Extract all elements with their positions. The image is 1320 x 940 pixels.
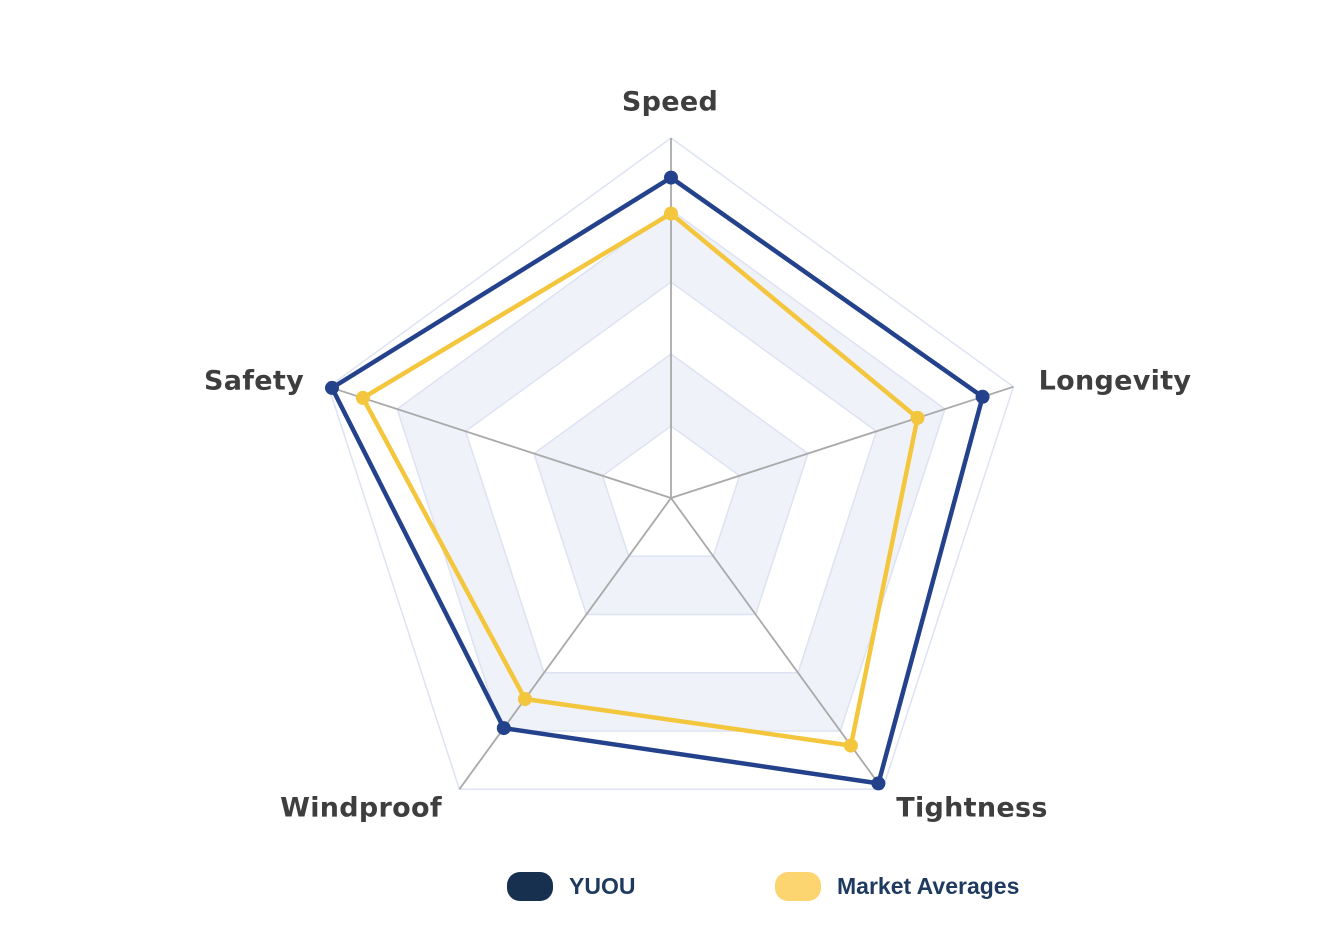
axis-label-windproof: Windproof [280, 792, 442, 824]
series-0-point-speed [664, 170, 678, 185]
series-1-point-speed [664, 206, 678, 221]
axis-label-tightness: Tightness [896, 792, 1048, 824]
series-1-point-windproof [518, 692, 532, 706]
series-0-point-tightness [871, 776, 886, 791]
legend-label-yuou: YUOU [569, 873, 636, 899]
series-1-point-safety [355, 390, 370, 405]
series-line-1 [360, 211, 920, 748]
legend-swatch-market-averages [775, 872, 821, 901]
series-0-point-safety [325, 380, 339, 395]
legend-label-market-averages: Market Averages [837, 873, 1020, 899]
axis-label-longevity: Longevity [1038, 365, 1192, 397]
axis-label-speed: Speed [621, 86, 719, 118]
legend-swatch-yuou [507, 872, 553, 901]
legend-item-yuou[interactable]: YUOU [507, 872, 635, 901]
legend: YUOU Market Averages [0, 862, 1320, 912]
series-1-point-longevity [910, 410, 925, 425]
series-0-point-longevity [975, 389, 990, 404]
series-0-point-windproof [496, 721, 511, 736]
axis-spoke-safety [328, 385, 672, 499]
axis-spoke-windproof [458, 497, 672, 790]
series-1-point-tightness [843, 738, 858, 753]
legend-item-market-averages[interactable]: Market Averages [775, 872, 1019, 901]
axis-label-safety: Safety [203, 365, 305, 397]
series-line-0 [329, 175, 985, 786]
axis-spoke-longevity [670, 385, 1014, 499]
